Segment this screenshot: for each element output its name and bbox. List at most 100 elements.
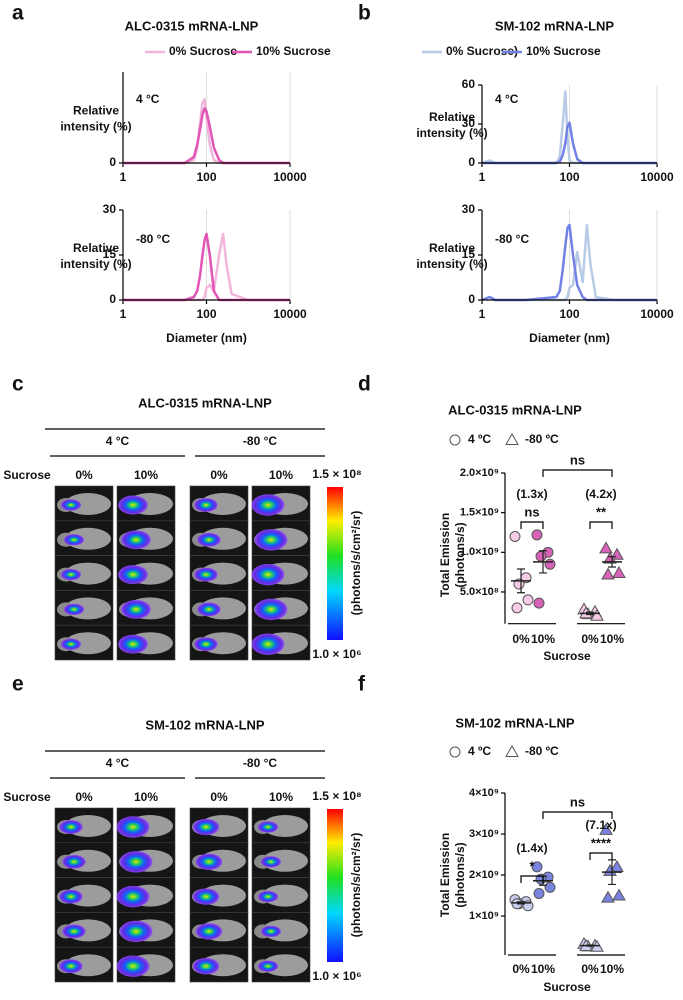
annotation: -80 °C [495,232,529,246]
signal [194,567,218,582]
x-tick-label: 1 [479,307,486,321]
significance-label: * [529,858,535,873]
x-tick-label: 0% [512,632,530,646]
column-label: 10% [134,790,158,804]
signal [254,529,288,551]
y-axis-label: (photons/s) [453,842,467,907]
y-tick-label: 4×10⁹ [469,787,499,799]
column-label: 10% [269,468,293,482]
error-bar [608,556,616,568]
error-bar [586,611,594,616]
legend-label: 0% Sucrose) [446,44,518,58]
signal [118,565,148,585]
legend-label: 4 ºC [468,432,491,446]
row-label: Sucrose [3,790,51,804]
x-tick-label: 10000 [273,170,307,184]
colorbar-min: 1.0 × 10⁶ [312,647,361,661]
signal [118,495,148,515]
fold-change: (1.4x) [516,841,547,855]
significance-bracket [589,521,613,529]
legend-label: 10% Sucrose [256,44,331,58]
y-tick-label: 30 [462,116,476,130]
legend-marker [505,432,519,445]
signal [197,532,221,547]
y-tick-label: 30 [103,202,117,216]
signal [59,820,83,834]
y-tick-label: 3×10⁹ [469,828,499,840]
signal [59,889,83,904]
y-axis-label: intensity (%) [416,126,487,140]
data-point [610,859,624,872]
signal [121,530,151,550]
signal [194,498,218,512]
signal [261,925,281,938]
y-tick-label: 1×10⁹ [469,910,499,922]
y-tick-label: 5.0×10⁸ [460,586,499,598]
chart-title: ALC-0315 mRNA-LNP [125,18,259,33]
signal [61,638,81,650]
signal [62,924,86,939]
colorbar-max: 1.5 × 10⁸ [312,789,361,803]
fold-change: (7.1x) [585,818,616,832]
signal [121,599,151,619]
y-tick-label: 0 [109,155,116,169]
data-point [522,594,534,606]
column-label: 0% [75,790,93,804]
data-point [511,602,523,614]
x-tick-label: 10000 [640,170,674,184]
annotation: 4 °C [495,92,519,106]
colorbar-min: 1.0 × 10⁶ [312,969,361,983]
annotation: -80 °C [136,232,170,246]
y-tick-label: 60 [462,77,476,91]
signal [192,888,220,905]
data-point [509,530,521,542]
legend-label: -80 ºC [525,432,559,446]
signal [62,854,86,869]
colorbar-unit: (photons/s/cm²/sr) [349,833,363,938]
signal [251,494,285,516]
significance-bracket [520,521,544,529]
data-point [599,541,613,554]
fold-change: (1.3x) [516,487,547,501]
data-point [599,822,613,835]
x-tick-label: 1 [120,307,127,321]
x-axis-label: Sucrose [543,649,591,663]
group-label: 4 °C [106,756,130,770]
signal [64,603,84,616]
y-tick-label: 1.5×10⁹ [460,507,499,519]
signal [254,598,288,621]
data-point [544,558,556,570]
signal [251,563,285,586]
y-axis-label: (photons/s) [453,522,467,587]
data-point [603,551,617,564]
panel-letter: d [358,373,371,396]
data-point [601,890,615,903]
signal [116,816,150,838]
signal [192,958,220,975]
legend-marker [449,434,461,446]
signal [258,960,278,972]
significance-bracket [520,875,544,883]
signal [119,851,153,873]
legend-label: 4 ºC [468,744,491,758]
signal [194,637,218,652]
x-tick-label: 10000 [273,307,307,321]
data-point [535,550,547,562]
data-point [612,888,626,901]
chart-title: SM-102 mRNA-LNP [455,715,575,730]
error-bar [517,901,525,905]
signal [118,634,148,654]
panel-letter: b [358,2,371,25]
significance-label: ns [570,794,585,809]
panel-letter: c [12,373,24,396]
significance-bracket [542,811,613,819]
signal [261,856,281,868]
x-tick-label: 0% [512,962,530,976]
y-axis-label: intensity (%) [416,257,487,271]
axes [481,210,657,301]
y-axis-label: Relative [429,110,475,124]
signal [192,818,220,836]
colorbar-unit: (photons/s/cm²/sr) [349,511,363,616]
panel-letter: a [12,2,24,25]
